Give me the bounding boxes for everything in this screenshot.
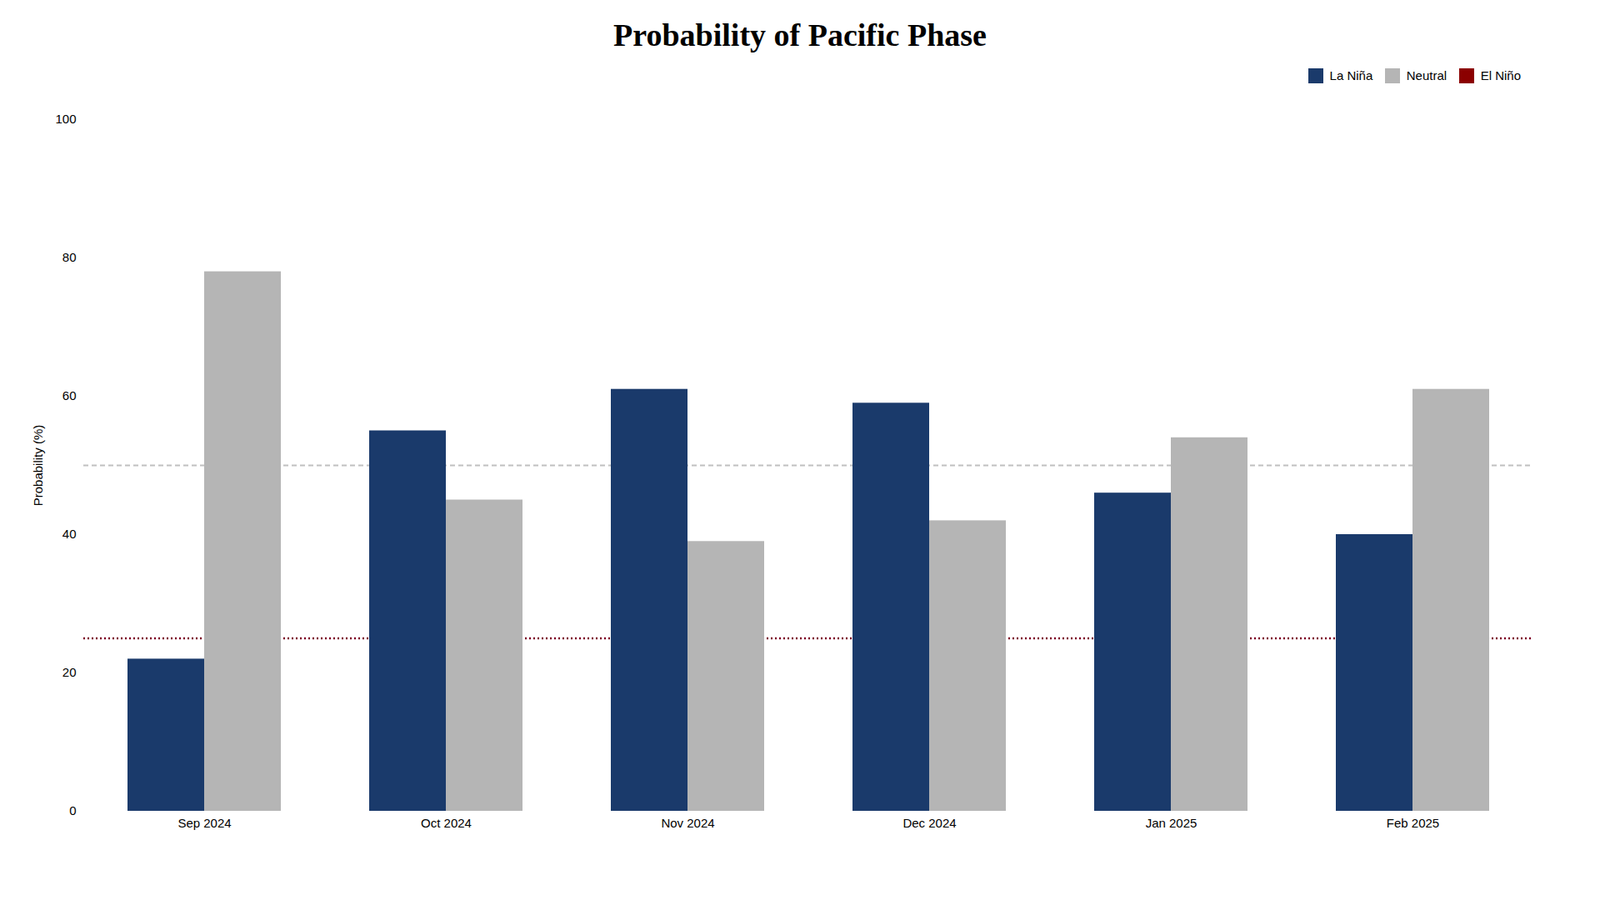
svg-text:100: 100 — [55, 111, 76, 126]
svg-text:40: 40 — [62, 526, 77, 541]
svg-text:Feb 2025: Feb 2025 — [1386, 815, 1440, 830]
html-text:Neutral: Neutral — [1406, 68, 1447, 83]
svg-text:Sep 2024: Sep 2024 — [177, 815, 231, 830]
svg-text:60: 60 — [62, 388, 77, 403]
svg-text:Dec 2024: Dec 2024 — [902, 815, 956, 830]
svg-text:Jan 2025: Jan 2025 — [1145, 815, 1198, 830]
svg-text:80: 80 — [62, 250, 77, 265]
svg-text:Nov 2024: Nov 2024 — [660, 815, 715, 830]
svg-text:Probability (%): Probability (%) — [30, 424, 45, 506]
html-text:La Niña: La Niña — [1329, 68, 1373, 83]
svg-text:20: 20 — [62, 665, 77, 680]
html-text:El Niño: El Niño — [1480, 68, 1521, 83]
svg-text:0: 0 — [69, 803, 76, 818]
html-text:Probability of Pacific Phase: Probability of Pacific Phase — [613, 17, 987, 53]
svg-text:Oct 2024: Oct 2024 — [420, 815, 472, 830]
